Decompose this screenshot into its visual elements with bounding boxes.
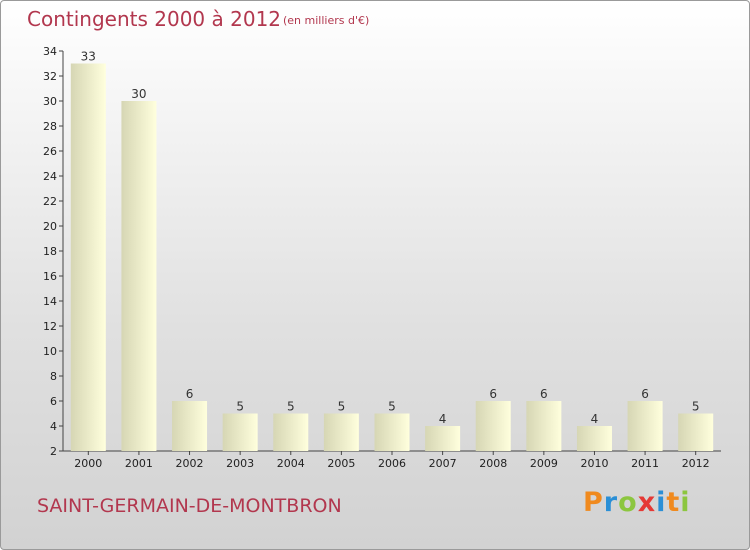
y-tick-label: 30 xyxy=(43,95,57,108)
bar-2004 xyxy=(273,413,309,451)
y-tick-label: 14 xyxy=(43,295,57,308)
bar-2012 xyxy=(678,413,714,451)
x-tick-label: 2012 xyxy=(682,457,710,470)
data-label-2008: 6 xyxy=(489,387,497,401)
bars xyxy=(70,63,714,451)
logo-letter: t xyxy=(666,487,681,518)
x-tick-label: 2009 xyxy=(530,457,558,470)
x-tick-label: 2004 xyxy=(277,457,305,470)
bar-2000 xyxy=(70,63,106,451)
data-labels: 33 30 6 5 5 5 5 4 6 6 4 6 5 xyxy=(81,50,700,427)
data-label-2011: 6 xyxy=(641,387,649,401)
y-tick-label: 32 xyxy=(43,70,57,83)
bar-2003 xyxy=(222,413,258,451)
y-tick-label: 20 xyxy=(43,220,57,233)
bar-2006 xyxy=(374,413,410,451)
bar-2010 xyxy=(576,426,612,451)
bar-2001 xyxy=(121,101,157,451)
data-label-2002: 6 xyxy=(186,387,194,401)
x-tick-label: 2000 xyxy=(74,457,102,470)
y-tick-label: 24 xyxy=(43,170,57,183)
y-tick-label: 28 xyxy=(43,120,57,133)
data-label-2009: 6 xyxy=(540,387,548,401)
bar-2002 xyxy=(172,401,208,451)
data-label-2005: 5 xyxy=(338,400,346,414)
data-label-2003: 5 xyxy=(236,400,244,414)
data-label-2001: 30 xyxy=(131,87,146,101)
data-label-2012: 5 xyxy=(692,400,700,414)
logo-letter: i xyxy=(656,487,667,518)
y-tick-label: 6 xyxy=(50,395,57,408)
x-tick-label: 2008 xyxy=(479,457,507,470)
x-tick-label: 2007 xyxy=(429,457,457,470)
data-label-2010: 4 xyxy=(591,412,599,426)
bar-2005 xyxy=(323,413,359,451)
data-label-2007: 4 xyxy=(439,412,447,426)
commune-name: SAINT-GERMAIN-DE-MONTBRON xyxy=(37,495,342,517)
bar-2011 xyxy=(627,401,663,451)
y-tick-label: 22 xyxy=(43,195,57,208)
logo-letter: r xyxy=(603,487,619,518)
bar-2008 xyxy=(475,401,511,451)
y-tick-label: 18 xyxy=(43,245,57,258)
y-tick-label: 4 xyxy=(50,420,57,433)
logo-letter: P xyxy=(583,487,604,518)
x-tick-label: 2003 xyxy=(226,457,254,470)
logo-letter: x xyxy=(637,487,657,518)
proxiti-logo: Proxiti xyxy=(583,487,691,518)
data-label-2006: 5 xyxy=(388,400,396,414)
y-tick-label: 2 xyxy=(50,445,57,458)
bar-2007 xyxy=(425,426,461,451)
y-tick-label: 26 xyxy=(43,145,57,158)
chart-unit: (en milliers d'€) xyxy=(283,14,370,27)
y-tick-label: 8 xyxy=(50,370,57,383)
logo-letter: o xyxy=(618,487,638,518)
bar-2009 xyxy=(526,401,562,451)
x-tick-label: 2001 xyxy=(125,457,153,470)
y-tick-label: 10 xyxy=(43,345,57,358)
x-tick-label: 2005 xyxy=(327,457,355,470)
data-label-2004: 5 xyxy=(287,400,295,414)
y-tick-label: 34 xyxy=(43,45,57,58)
data-label-2000: 33 xyxy=(81,50,96,64)
x-tick-label: 2010 xyxy=(580,457,608,470)
chart-title: Contingents 2000 à 2012 xyxy=(27,7,282,31)
x-tick-label: 2002 xyxy=(176,457,204,470)
x-tick-label: 2006 xyxy=(378,457,406,470)
x-tick-label: 2011 xyxy=(631,457,659,470)
logo-letter: i xyxy=(680,487,691,518)
y-tick-label: 16 xyxy=(43,270,57,283)
y-tick-label: 12 xyxy=(43,320,57,333)
